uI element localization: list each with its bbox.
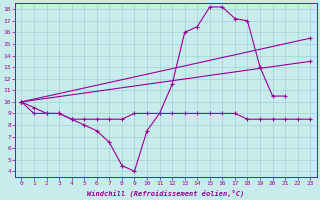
X-axis label: Windchill (Refroidissement éolien,°C): Windchill (Refroidissement éolien,°C): [87, 189, 244, 197]
